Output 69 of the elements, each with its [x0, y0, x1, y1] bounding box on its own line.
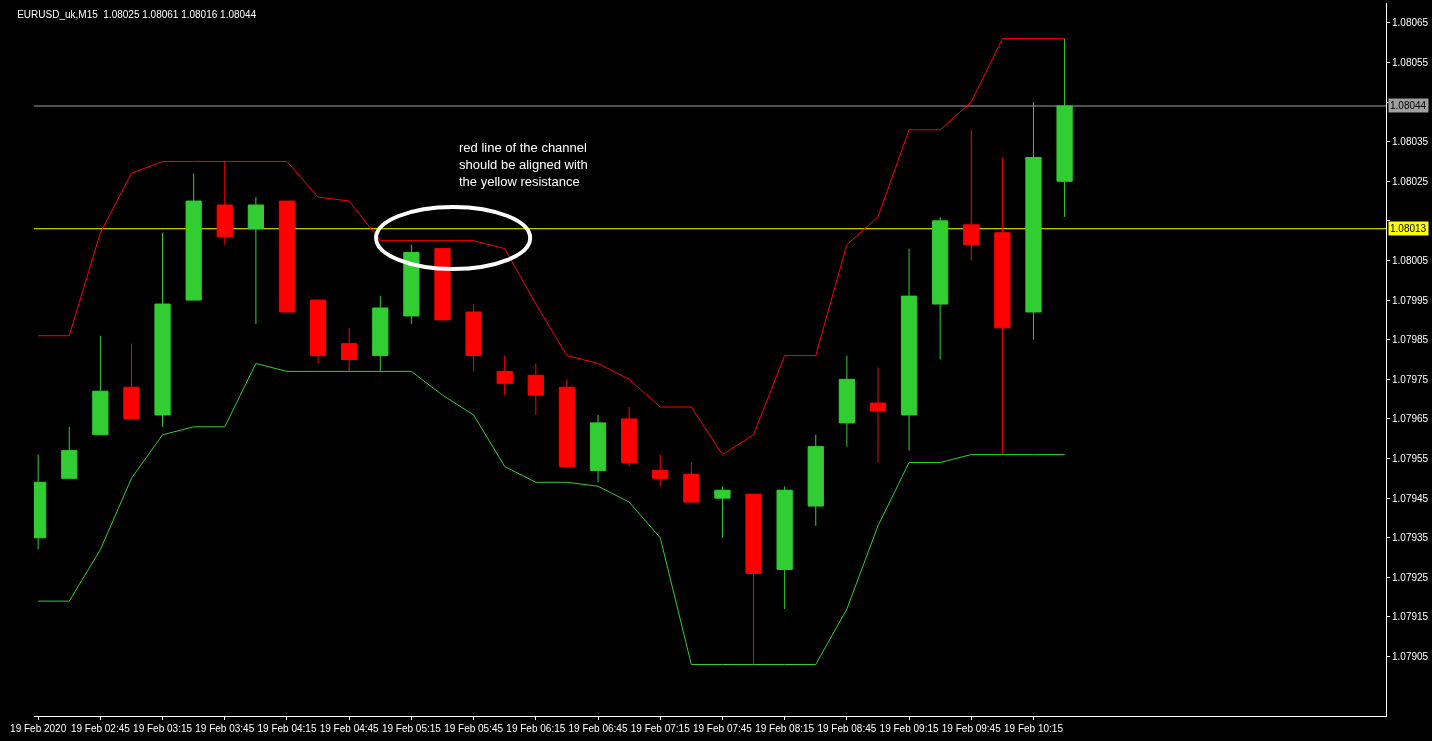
candlestick: [496, 355, 513, 396]
candlestick: [589, 414, 607, 483]
candlestick: [154, 232, 171, 428]
x-tick-label: 19 Feb 06:45: [568, 723, 628, 734]
x-tick-label: 19 Feb 09:45: [941, 723, 1002, 734]
candlestick: [465, 303, 482, 372]
candlestick: [994, 156, 1011, 456]
candlestick: [869, 366, 887, 463]
x-tick-label: 19 Feb 07:45: [692, 723, 753, 734]
x-tick-label: 19 Feb 08:15: [755, 723, 815, 734]
y-tick-label: 1.07945: [1392, 492, 1429, 504]
y-tick-label: 1.07915: [1392, 611, 1429, 623]
candlestick: [247, 196, 264, 325]
x-tick-label: 19 Feb 05:15: [381, 723, 442, 734]
x-tick-label: 19 Feb 06:15: [506, 723, 566, 734]
candlestick: [403, 244, 420, 325]
y-tick-label: 1.07955: [1392, 453, 1429, 465]
x-tick-label: 19 Feb 07:15: [630, 723, 691, 734]
y-tick-label: 1.07975: [1392, 373, 1429, 385]
y-tick-label: 1.08005: [1392, 254, 1429, 266]
text: EURUSD_uk,M15 1.08025 1.08061 1.08016 1.08044: [17, 9, 257, 21]
candlestick: [92, 335, 109, 436]
candlestick: [838, 355, 855, 448]
y-tick-label: 1.07995: [1392, 294, 1429, 306]
y-tick-label: 1.08035: [1392, 136, 1429, 148]
y-tick-label: 1.07935: [1392, 532, 1429, 544]
x-tick-label: 19 Feb 2020: [10, 723, 67, 734]
y-tick-label: 1.07965: [1392, 413, 1429, 425]
candlestick: [278, 200, 296, 313]
candlestick: [309, 299, 327, 364]
candlestick: [807, 434, 824, 527]
annotation: red line of the channel should be aligned with the yellow resistance: [459, 140, 588, 189]
candlestick: [652, 454, 669, 487]
x-tick-label: 19 Feb 09:15: [879, 723, 939, 734]
x-tick-label: 19 Feb 04:15: [257, 723, 317, 734]
candlestick: [776, 485, 793, 610]
x-tick-label: 19 Feb 08:45: [817, 723, 877, 734]
ref-line-label: 1.08044: [1390, 100, 1427, 111]
candlestick: [683, 461, 700, 503]
candlestick: [932, 216, 949, 360]
y-tick-label: 1.07985: [1392, 334, 1429, 346]
candlestick: [185, 172, 202, 301]
candlestick: [527, 362, 544, 416]
candlestick: [61, 426, 78, 479]
candlestick: [434, 248, 451, 321]
candlestick: [963, 129, 980, 261]
candlestick: [621, 406, 638, 467]
ref-line-label: 1.08013: [1390, 223, 1427, 234]
y-tick-label: 1.08065: [1392, 17, 1429, 29]
candlestick: [1025, 101, 1042, 341]
candlestick: [900, 248, 918, 452]
candlestick: [1056, 38, 1073, 218]
x-tick-label: 19 Feb 04:45: [319, 723, 380, 734]
line-series: [37, 38, 1066, 456]
y-tick-label: 1.08055: [1392, 56, 1429, 68]
x-tick-label: 19 Feb 03:15: [133, 723, 193, 734]
x-tick-label: 19 Feb 05:45: [444, 723, 504, 734]
y-tick-label: 1.07905: [1392, 651, 1429, 663]
candlestick: [216, 160, 233, 246]
y-tick-label: 1.07925: [1392, 571, 1429, 583]
candlestick: [714, 485, 731, 539]
candlestick: [558, 378, 576, 467]
x-tick-label: 19 Feb 10:15: [1004, 723, 1064, 734]
candlestick: [745, 493, 762, 666]
x-tick-label: 19 Feb 03:45: [195, 723, 255, 734]
y-tick-label: 1.08025: [1392, 175, 1429, 187]
candlestick: [341, 327, 358, 372]
x-tick-label: 19 Feb 02:45: [70, 723, 131, 734]
candlestick: [123, 343, 140, 420]
